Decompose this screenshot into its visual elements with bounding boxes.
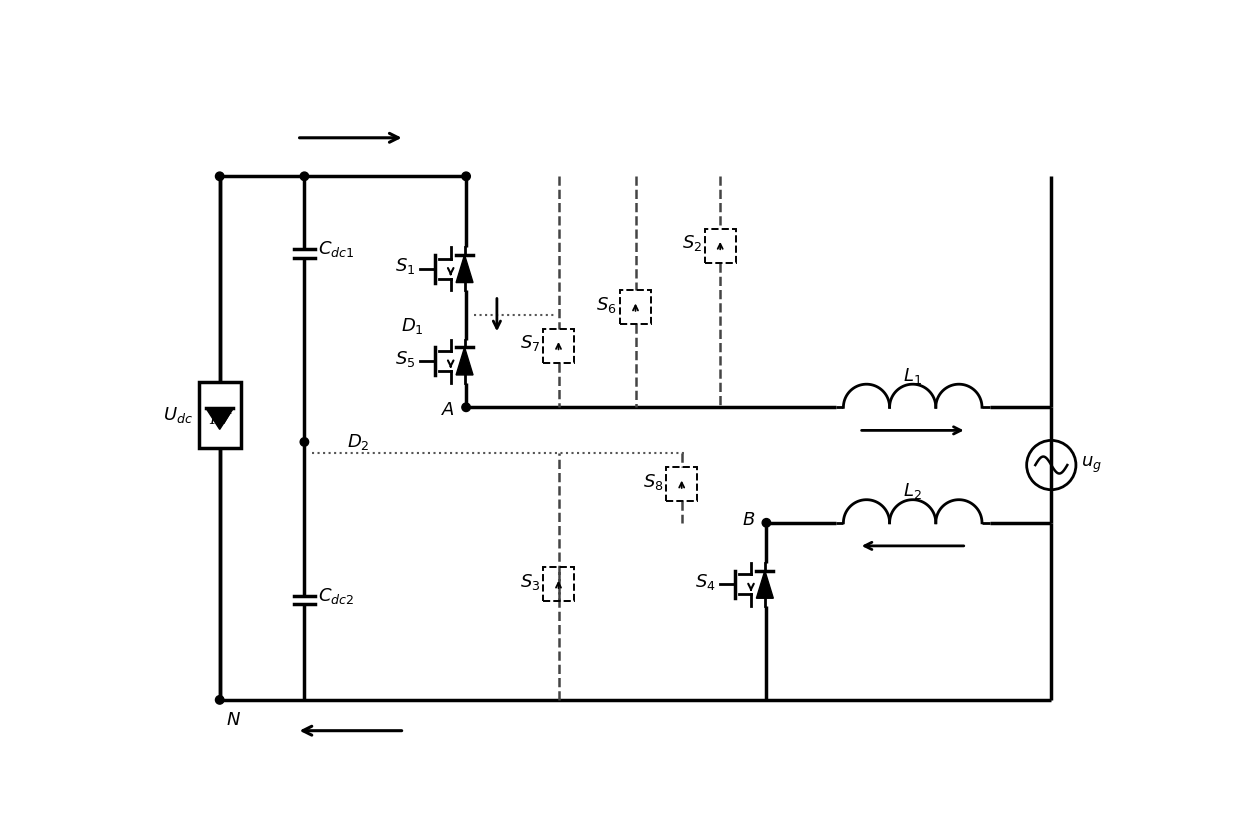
Text: $A$: $A$ — [440, 401, 455, 419]
Text: $S_1$: $S_1$ — [396, 256, 415, 277]
Text: $S_5$: $S_5$ — [394, 349, 415, 369]
Text: $D_2$: $D_2$ — [347, 432, 370, 452]
Text: $L_2$: $L_2$ — [903, 481, 923, 502]
Text: $N$: $N$ — [226, 712, 241, 729]
Circle shape — [216, 695, 224, 704]
Text: $S_6$: $S_6$ — [596, 295, 618, 315]
Circle shape — [300, 172, 309, 181]
Text: $S_4$: $S_4$ — [694, 572, 715, 592]
Text: $C_{dc2}$: $C_{dc2}$ — [319, 586, 355, 606]
Text: PV: PV — [210, 413, 231, 427]
Text: $S_3$: $S_3$ — [520, 572, 541, 592]
Polygon shape — [756, 571, 774, 599]
Bar — [543, 567, 574, 601]
Text: $S_7$: $S_7$ — [520, 333, 541, 353]
Bar — [198, 383, 241, 447]
Circle shape — [216, 172, 224, 181]
Polygon shape — [456, 255, 472, 282]
Text: $u_g$: $u_g$ — [1080, 455, 1101, 475]
Circle shape — [763, 519, 770, 527]
Circle shape — [461, 172, 470, 181]
Bar — [666, 467, 697, 502]
Polygon shape — [206, 408, 233, 429]
Polygon shape — [456, 347, 472, 375]
Text: $B$: $B$ — [742, 511, 755, 530]
Bar — [704, 229, 735, 263]
Text: $U_{dc}$: $U_{dc}$ — [162, 405, 192, 425]
Text: $L_1$: $L_1$ — [903, 365, 923, 386]
Circle shape — [461, 403, 470, 411]
Circle shape — [300, 438, 309, 446]
Text: $S_2$: $S_2$ — [682, 233, 702, 254]
Text: $S_8$: $S_8$ — [642, 472, 663, 492]
Bar — [543, 328, 574, 363]
Text: $C_{dc1}$: $C_{dc1}$ — [319, 240, 355, 259]
Bar — [620, 291, 651, 324]
Text: $D_1$: $D_1$ — [401, 316, 424, 337]
